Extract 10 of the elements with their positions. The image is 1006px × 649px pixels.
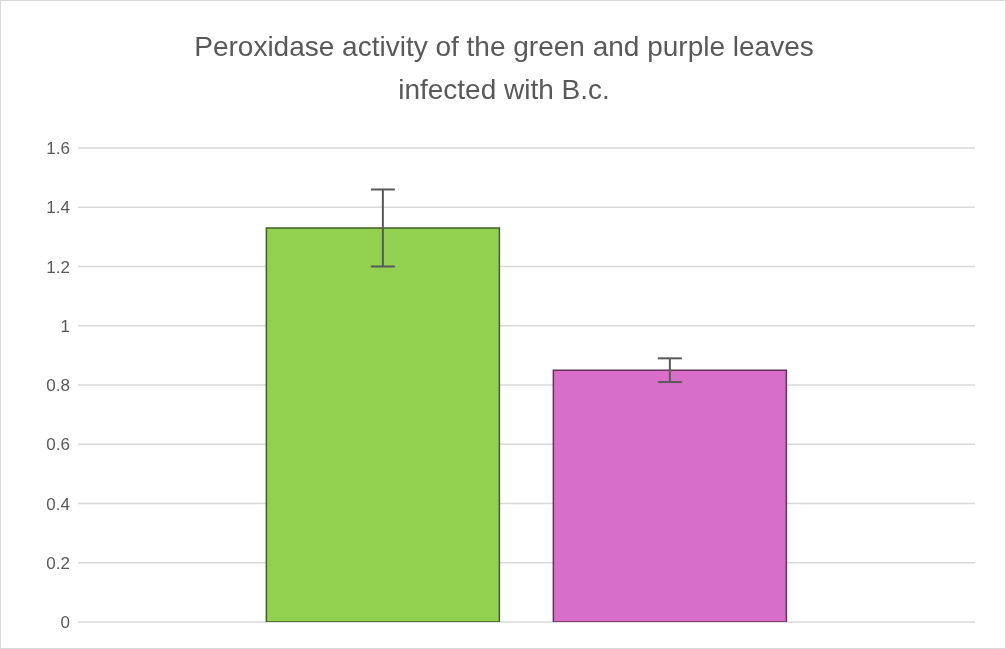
- y-tick-label: 0: [60, 613, 70, 633]
- y-tick-label: 0.4: [46, 494, 70, 514]
- y-tick-label: 1.4: [46, 198, 70, 218]
- y-tick-label: 1: [60, 316, 70, 336]
- y-tick-label: 1.6: [46, 139, 70, 159]
- y-tick-label: 1.2: [46, 257, 70, 277]
- y-tick-label: 0.8: [46, 376, 70, 396]
- chart-title: Peroxidase activity of the green and purple leaves infected with B.c.: [193, 30, 815, 107]
- y-tick-label: 0.6: [46, 435, 70, 455]
- y-tick-label: 0.2: [46, 553, 70, 573]
